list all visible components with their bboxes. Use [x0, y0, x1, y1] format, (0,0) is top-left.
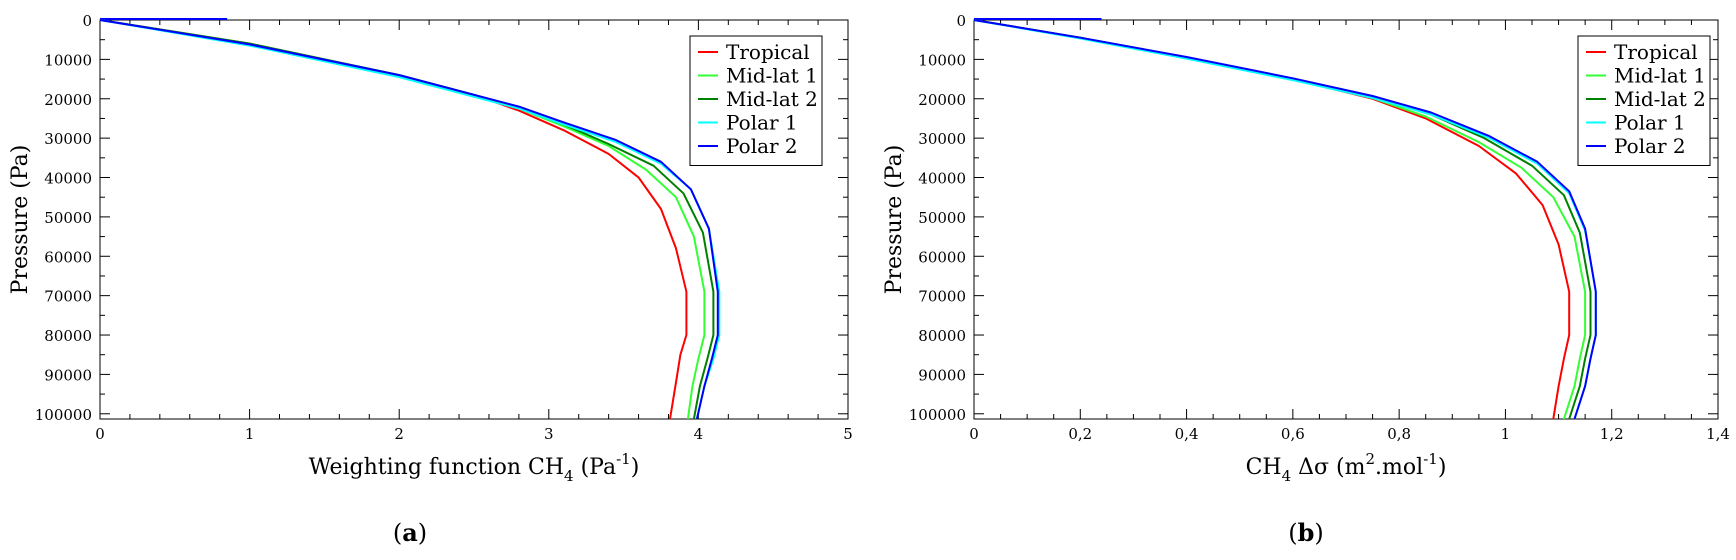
series-line-mid-lat-1 — [99, 19, 706, 420]
y-tick-label: 90000 — [918, 366, 966, 384]
x-tick-label: 0,8 — [1387, 425, 1411, 443]
y-axis-label: Pressure (Pa) — [8, 145, 33, 295]
y-tick-label: 60000 — [44, 248, 92, 266]
legend-label: Polar 2 — [726, 134, 798, 158]
y-tick-label: 20000 — [918, 91, 966, 109]
y-tick-label: 30000 — [44, 130, 92, 148]
x-tick-label: 1,4 — [1706, 425, 1730, 443]
y-tick-label: 70000 — [44, 288, 92, 306]
x-tick-label: 1 — [245, 425, 255, 443]
x-axis-label-sup2: -1 — [1423, 450, 1438, 468]
legend-box — [1577, 35, 1711, 166]
x-tick-label: 5 — [843, 425, 853, 443]
legend-label: Mid-lat 1 — [1614, 64, 1706, 88]
y-axis-label: Pressure (Pa) — [882, 145, 907, 295]
y-tick-label: 80000 — [44, 327, 92, 345]
legend-label: Mid-lat 1 — [726, 64, 818, 88]
x-axis-label-tail: Δσ (m — [1291, 455, 1365, 480]
series-line-mid-lat-1 — [973, 19, 1587, 420]
x-tick-label: 0,2 — [1068, 425, 1092, 443]
x-axis-label-sup: -1 — [616, 450, 631, 468]
legend-label: Polar 1 — [726, 111, 798, 135]
y-tick-label: 60000 — [918, 248, 966, 266]
x-axis-label-sub: 4 — [564, 467, 574, 485]
y-tick-label: 40000 — [918, 170, 966, 188]
panel-a-caption: (a) — [393, 518, 427, 547]
x-axis-label: CH4 Δσ (m2.mol-1) — [1246, 450, 1447, 485]
x-tick-label: 0,4 — [1175, 425, 1199, 443]
x-axis-label-main: CH — [1246, 455, 1282, 480]
y-tick-label: 70000 — [918, 288, 966, 306]
y-tick-label: 40000 — [44, 170, 92, 188]
legend-box — [689, 35, 823, 166]
y-tick-label: 0 — [956, 12, 966, 30]
y-tick-label: 100000 — [35, 406, 92, 424]
legend-label: Tropical — [726, 40, 810, 64]
x-axis-label: Weighting function CH4 (Pa-1) — [309, 450, 640, 485]
x-tick-label: 1,2 — [1600, 425, 1624, 443]
legend-label: Tropical — [1614, 40, 1698, 64]
x-tick-label: 3 — [544, 425, 554, 443]
x-axis-label-close: ) — [631, 455, 640, 480]
legend-label: Mid-lat 2 — [1614, 87, 1706, 111]
x-axis-label-main: Weighting function CH — [309, 455, 564, 480]
x-axis-label-close: .mol — [1375, 455, 1423, 480]
plot-frame — [99, 19, 849, 420]
x-tick-label: 0 — [969, 425, 979, 443]
series-line-polar-1 — [99, 19, 721, 420]
legend-label: Polar 2 — [1614, 134, 1686, 158]
y-tick-label: 50000 — [918, 209, 966, 227]
chart-panel-a: (a) 0 1 2 3 4 5 0 10000 20000 30000 40000 50000 6000… — [8, 12, 853, 547]
y-tick-label: 0 — [82, 12, 92, 30]
x-tick-label: 4 — [694, 425, 704, 443]
panel-b-caption: (b) — [1288, 518, 1324, 547]
x-axis-label-end: ) — [1438, 455, 1447, 480]
x-axis-label-tail: (Pa — [574, 455, 617, 480]
legend-label: Polar 1 — [1614, 111, 1686, 135]
x-tick-label: 0,6 — [1281, 425, 1305, 443]
panel-b-letter: b — [1298, 518, 1315, 547]
series-line-tropical — [973, 19, 1571, 420]
y-tick-label: 50000 — [44, 209, 92, 227]
y-tick-label: 30000 — [918, 130, 966, 148]
series-line-polar-2 — [973, 19, 1597, 420]
y-tick-label: 90000 — [44, 366, 92, 384]
y-tick-label: 20000 — [44, 91, 92, 109]
series-line-polar-1 — [973, 19, 1597, 420]
x-tick-label: 1 — [1501, 425, 1511, 443]
series-line-tropical — [99, 19, 688, 420]
y-tick-label: 10000 — [44, 51, 92, 69]
legend-label: Mid-lat 2 — [726, 87, 818, 111]
panel-a-letter: a — [402, 518, 418, 547]
chart-panel-b: (b) 0 0,2 0,4 0,6 0,8 1 1,2 1,4 0 10000 20000 30000… — [882, 12, 1730, 547]
y-tick-label: 100000 — [909, 406, 966, 424]
x-tick-label: 0 — [95, 425, 105, 443]
x-axis-label-sub: 4 — [1282, 467, 1292, 485]
x-axis-label-sup: 2 — [1366, 450, 1376, 468]
series-line-mid-lat-2 — [973, 19, 1592, 420]
x-tick-label: 2 — [394, 425, 404, 443]
y-tick-label: 80000 — [918, 327, 966, 345]
series-line-polar-2 — [99, 19, 719, 420]
y-tick-label: 10000 — [918, 51, 966, 69]
